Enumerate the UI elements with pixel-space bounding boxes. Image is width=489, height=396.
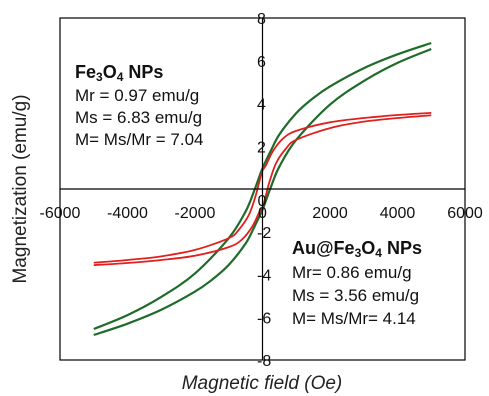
fe3o4-ratio-text: M= Ms/Mr = 7.04 xyxy=(75,130,203,149)
x-tick-label: 6000 xyxy=(447,205,483,222)
y-tick-label: 8 xyxy=(257,11,266,28)
au-fe3o4-mr-text: Mr= 0.86 emu/g xyxy=(292,263,412,282)
fe3o4-annotation-title: Fe3O4 NPs xyxy=(75,62,163,84)
au-fe3o4-ms-text: Ms = 3.56 emu/g xyxy=(292,286,419,305)
x-tick-labels: -6000 -4000 -2000 0 2000 4000 6000 xyxy=(40,205,483,222)
y-tick-label: 6 xyxy=(257,54,266,71)
y-tick-label: -6 xyxy=(257,310,271,327)
x-tick-label: 2000 xyxy=(312,205,348,222)
x-tick-label: -6000 xyxy=(40,205,81,222)
au-fe3o4-annotation-title: Au@Fe3O4 NPs xyxy=(292,238,422,260)
y-axis-title: Magnetization (emu/g) xyxy=(10,94,31,283)
x-tick-label: 4000 xyxy=(380,205,416,222)
x-tick-label: 0 xyxy=(258,205,267,222)
au-fe3o4-ratio-text: M= Ms/Mr= 4.14 xyxy=(292,309,416,328)
y-tick-label: 2 xyxy=(257,139,266,156)
fe3o4-mr-text: Mr = 0.97 emu/g xyxy=(75,86,199,105)
x-tick-label: -4000 xyxy=(107,205,148,222)
y-tick-label: -2 xyxy=(257,225,271,242)
au-fe3o4-curve-branch-2 xyxy=(93,114,432,266)
y-tick-label: 0 xyxy=(258,193,267,210)
y-tick-label: -4 xyxy=(257,268,271,285)
x-tick-label: -2000 xyxy=(175,205,216,222)
y-tick-label: -8 xyxy=(257,353,271,370)
y-tick-label: 4 xyxy=(257,97,266,114)
fe3o4-ms-text: Ms = 6.83 emu/g xyxy=(75,108,202,127)
y-tick-labels: 8 6 4 2 0 -2 -4 -6 -8 xyxy=(257,11,271,370)
au-fe3o4-curve-branch-1 xyxy=(93,112,432,264)
x-axis-title: Magnetic field (Oe) xyxy=(182,373,343,394)
